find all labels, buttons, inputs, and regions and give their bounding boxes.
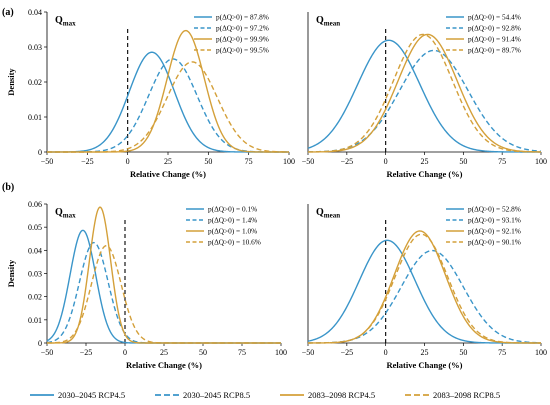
x-tick-label: 25 <box>160 348 168 357</box>
x-tick-label: −25 <box>80 348 93 357</box>
x-tick-label: 100 <box>275 348 287 357</box>
bottom-legend-label: 2083–2098 RCP4.5 <box>308 390 375 400</box>
x-tick-label: 0 <box>123 348 127 357</box>
legend-label: p(ΔQ>0) = 89.7% <box>468 46 521 55</box>
panel-title: Qmean <box>316 15 340 28</box>
series-curve <box>307 39 541 153</box>
chart-panel: −50 −25 0 25 50 75 100 Relative Change (%) Qmean… <box>302 12 547 179</box>
x-tick-label: 50 <box>459 348 467 357</box>
legend-label: p(ΔQ>0) = 92.1% <box>468 227 521 236</box>
legend-label: p(ΔQ>0) = 99.5% <box>216 46 269 55</box>
legend-label: p(ΔQ>0) = 0.1% <box>208 205 257 214</box>
series-curve <box>307 239 541 344</box>
x-tick-label: 75 <box>238 348 246 357</box>
x-tick-label: 0 <box>384 157 388 166</box>
x-tick-label: −25 <box>341 157 354 166</box>
y-tick-label: 0.04 <box>28 8 42 17</box>
y-tick-label: 0.02 <box>28 293 42 302</box>
x-tick-label: 25 <box>164 157 172 166</box>
x-axis-label: Relative Change (%) <box>130 169 206 179</box>
x-tick-label: 50 <box>204 157 212 166</box>
y-tick-label: 0.01 <box>28 113 42 122</box>
legend-label: p(ΔQ>0) = 97.2% <box>216 24 269 33</box>
bottom-legend-label: 2030–2045 RCP4.5 <box>58 390 125 400</box>
x-tick-label: −25 <box>341 348 354 357</box>
legend-label: p(ΔQ>0) = 54.4% <box>468 13 521 22</box>
x-tick-label: 75 <box>498 157 506 166</box>
y-tick-label: 0 <box>38 148 42 157</box>
x-tick-label: −50 <box>41 348 54 357</box>
row-label: (a) <box>2 7 14 18</box>
series-curve <box>46 245 281 344</box>
y-tick-label: 0.05 <box>28 223 42 232</box>
series-curve <box>307 49 542 153</box>
x-tick-label: 25 <box>421 157 429 166</box>
legend-label: p(ΔQ>0) = 90.1% <box>468 238 521 247</box>
y-tick-label: 0 <box>38 339 42 348</box>
x-tick-label: 50 <box>459 157 467 166</box>
x-axis-label: Relative Change (%) <box>386 169 462 179</box>
x-tick-label: −50 <box>302 157 315 166</box>
series-curve <box>307 33 542 153</box>
series-curve <box>308 230 541 344</box>
legend-label: p(ΔQ>0) = 10.6% <box>208 238 261 247</box>
series-curve <box>307 249 542 344</box>
series-curve <box>307 33 541 153</box>
bottom-legend-label: 2030–2045 RCP8.5 <box>183 390 250 400</box>
panel-title: Qmax <box>55 15 76 28</box>
y-tick-label: 0.03 <box>28 270 42 279</box>
chart-panel: −50 −25 0 25 50 75 100 0 0.01 0.02 0.03 0.04 Relativ… <box>6 8 295 179</box>
x-tick-label: −25 <box>81 157 94 166</box>
panel-title: Qmax <box>55 207 76 220</box>
chart-panel: −50 −25 0 25 50 75 100 0 0.01 0.02 0.03 0.04 0.05 0.0… <box>6 200 287 370</box>
legend-label: p(ΔQ>0) = 92.8% <box>468 24 521 33</box>
series-curve <box>46 229 281 344</box>
x-tick-label: 75 <box>498 348 506 357</box>
x-tick-label: 100 <box>283 157 295 166</box>
panel-title: Qmean <box>316 207 340 220</box>
legend-label: p(ΔQ>0) = 52.8% <box>468 205 521 214</box>
legend-label: p(ΔQ>0) = 93.1% <box>468 216 521 225</box>
legend-label: p(ΔQ>0) = 87.8% <box>216 13 269 22</box>
legend-label: p(ΔQ>0) = 99.9% <box>216 35 269 44</box>
chart-panel: −50 −25 0 25 50 75 100 Relative Change (%) Qmean… <box>302 204 547 370</box>
x-tick-label: 100 <box>535 157 547 166</box>
y-axis-label: Density <box>6 68 16 96</box>
legend-label: p(ΔQ>0) = 91.4% <box>468 35 521 44</box>
x-tick-label: 25 <box>421 348 429 357</box>
y-tick-label: 0.02 <box>28 78 42 87</box>
bottom-legend: 2030–2045 RCP4.5 2030–2045 RCP8.5 2083–209… <box>30 390 500 400</box>
x-tick-label: −50 <box>302 348 315 357</box>
series-curve <box>308 233 541 344</box>
legend-label: p(ΔQ>0) = 1.0% <box>208 227 257 236</box>
y-tick-label: 0.06 <box>28 200 42 209</box>
legend-label: p(ΔQ>0) = 1.4% <box>208 216 257 225</box>
bottom-legend-label: 2083–2098 RCP8.5 <box>433 390 500 400</box>
y-tick-label: 0.01 <box>28 316 42 325</box>
x-tick-label: 50 <box>199 348 207 357</box>
series-curve <box>47 51 289 153</box>
x-axis-label: Relative Change (%) <box>386 360 462 370</box>
y-tick-label: 0.03 <box>28 43 42 52</box>
x-tick-label: 0 <box>126 157 130 166</box>
series-curve <box>46 241 281 344</box>
y-axis-label: Density <box>6 259 16 287</box>
series-curve <box>47 61 290 153</box>
x-tick-label: 0 <box>384 348 388 357</box>
x-axis-label: Relative Change (%) <box>126 360 202 370</box>
y-tick-label: 0.04 <box>28 246 42 255</box>
x-tick-label: 75 <box>245 157 253 166</box>
x-tick-label: 100 <box>535 348 547 357</box>
row-label: (b) <box>2 182 14 193</box>
x-tick-label: −50 <box>41 157 54 166</box>
